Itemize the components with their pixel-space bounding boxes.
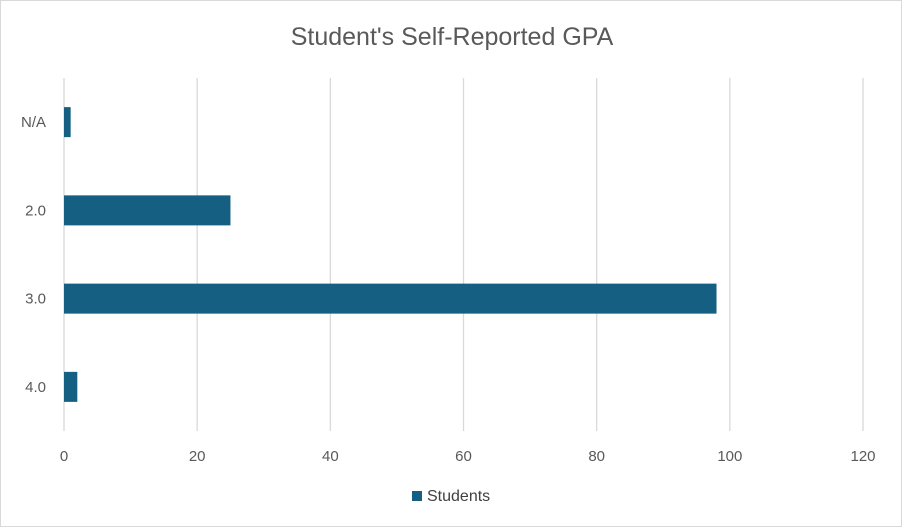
legend: Students bbox=[412, 488, 490, 505]
x-tick-label-4: 80 bbox=[588, 448, 605, 465]
category-label-0: N/A bbox=[21, 114, 46, 131]
gridlines bbox=[63, 78, 864, 431]
legend-swatch-students bbox=[412, 491, 422, 501]
x-tick-label-0: 0 bbox=[60, 448, 68, 465]
legend-label-students: Students bbox=[427, 488, 490, 505]
x-tick-label-2: 40 bbox=[322, 448, 339, 465]
bar-2 bbox=[64, 283, 717, 314]
bar-1 bbox=[64, 195, 231, 226]
x-tick-label-5: 100 bbox=[717, 448, 742, 465]
category-label-3: 4.0 bbox=[25, 379, 46, 396]
bar-3 bbox=[64, 371, 78, 402]
bars bbox=[64, 107, 717, 402]
x-tick-label-3: 60 bbox=[455, 448, 472, 465]
category-label-1: 2.0 bbox=[25, 202, 46, 219]
x-tick-labels: 0 20 40 60 80 100 120 bbox=[60, 448, 876, 465]
bar-0 bbox=[64, 107, 71, 138]
category-labels: N/A 2.0 3.0 4.0 bbox=[21, 114, 46, 396]
chart-title: Student's Self-Reported GPA bbox=[291, 23, 614, 51]
category-label-2: 3.0 bbox=[25, 291, 46, 308]
x-tick-label-1: 20 bbox=[189, 448, 206, 465]
x-tick-label-6: 120 bbox=[850, 448, 875, 465]
